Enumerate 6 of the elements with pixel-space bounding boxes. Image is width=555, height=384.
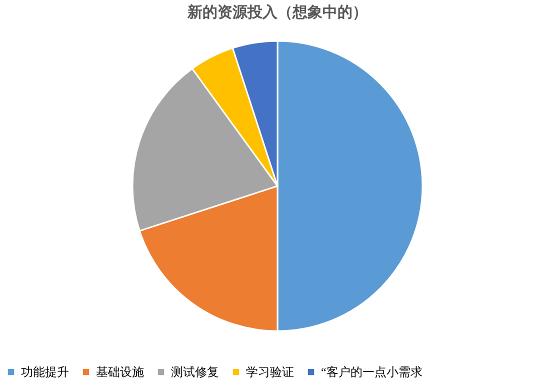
legend-label: 学习验证 <box>246 365 294 380</box>
legend-label: “客户的一点小需求 <box>321 365 422 380</box>
legend-label: 测试修复 <box>171 365 219 380</box>
legend-label: 基础设施 <box>96 365 144 380</box>
legend-label: 功能提升 <box>21 365 69 380</box>
chart-title: 新的资源投入（想象中的） <box>186 3 368 21</box>
